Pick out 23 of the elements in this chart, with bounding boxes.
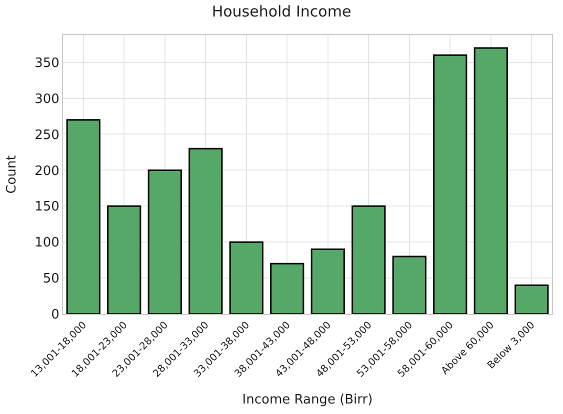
- bar: [310, 248, 345, 314]
- y-axis-title: Count: [4, 155, 20, 194]
- bar: [474, 47, 508, 314]
- bar: [66, 119, 100, 314]
- y-tick-label: 250: [34, 128, 60, 143]
- x-axis-title: Income Range (Birr): [242, 392, 373, 408]
- bar: [270, 262, 304, 314]
- bar: [392, 256, 426, 314]
- bar: [148, 169, 182, 314]
- y-tick-label: 350: [34, 56, 60, 71]
- y-tick-label: 50: [42, 272, 60, 287]
- y-tick-label: 0: [51, 308, 60, 323]
- bar: [352, 205, 386, 314]
- bar: [107, 205, 142, 314]
- bar: [229, 241, 264, 314]
- bar: [433, 54, 468, 314]
- y-tick-label: 100: [34, 236, 60, 251]
- y-tick-label: 300: [34, 92, 60, 107]
- chart-title: Household Income: [212, 2, 352, 21]
- bar: [188, 148, 223, 314]
- y-tick-label: 200: [34, 164, 60, 179]
- y-tick-label: 150: [34, 200, 60, 215]
- bar: [514, 284, 549, 314]
